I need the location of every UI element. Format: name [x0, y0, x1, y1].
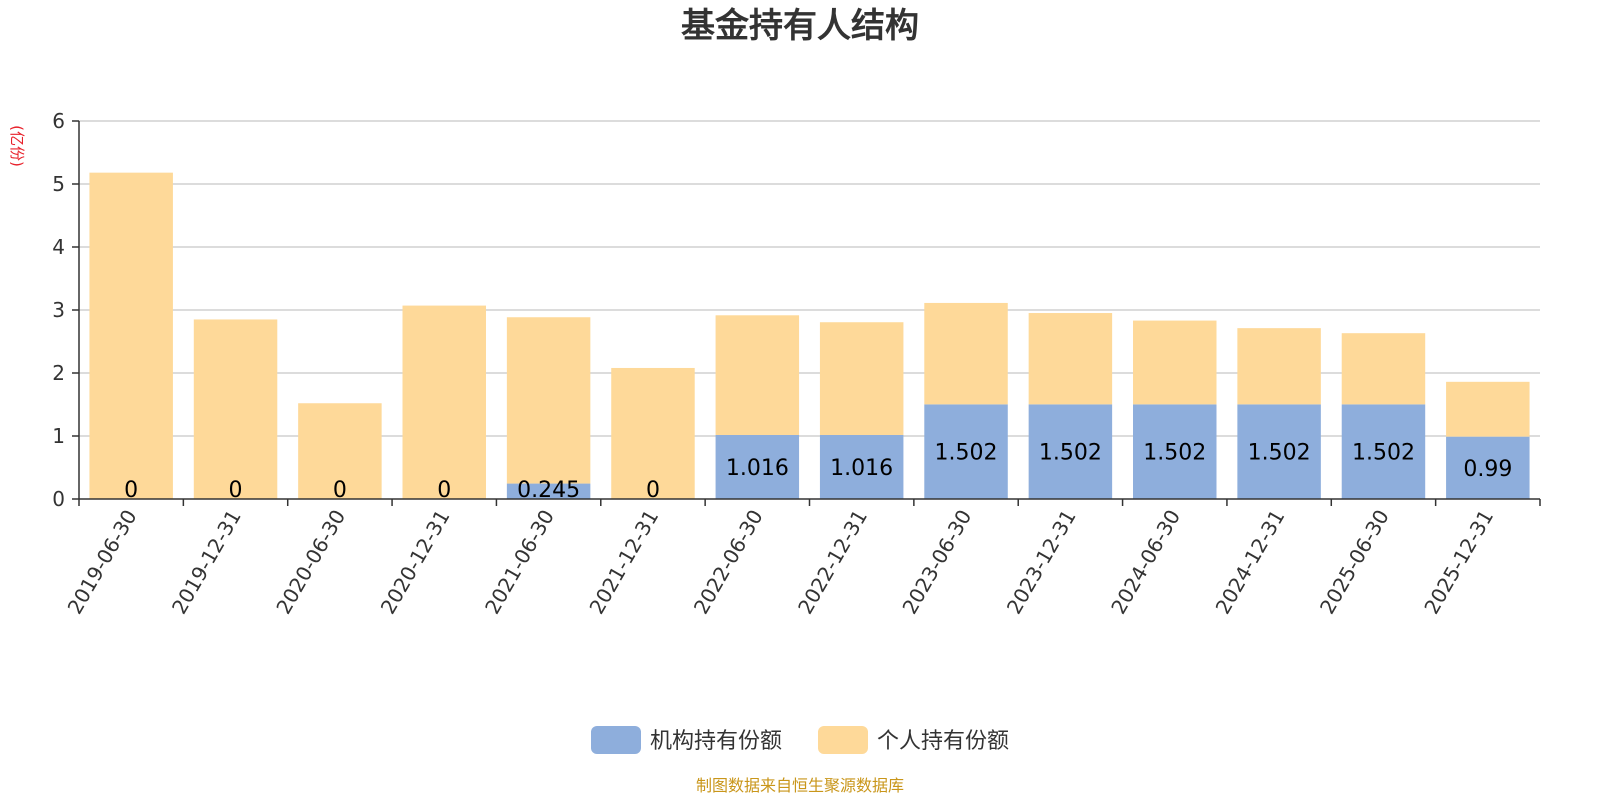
bar-institutional [819, 434, 904, 499]
x-tick-label: 2022-06-30 [689, 506, 768, 619]
bar-institutional [1028, 404, 1113, 499]
legend-swatch-institutional [591, 726, 641, 754]
bar-individual [402, 305, 486, 499]
bar-individual [298, 403, 382, 499]
bar-label-institutional: 0 [437, 478, 451, 503]
bar-institutional [1446, 436, 1530, 499]
bar-institutional [1133, 404, 1217, 499]
x-tick-label: 2023-12-31 [1002, 506, 1081, 619]
bar-label-institutional: 1.502 [1248, 441, 1311, 466]
legend-label-individual: 个人持有份额 [877, 729, 1009, 754]
x-tick-label: 2022-12-31 [793, 506, 872, 619]
bar-individual [1028, 313, 1113, 405]
bar-label-institutional: 0 [646, 478, 660, 503]
chart-title: 基金持有人结构 [681, 6, 919, 46]
bar-institutional [506, 483, 591, 499]
y-tick-label: 0 [52, 487, 65, 511]
bar-label-institutional: 0 [124, 478, 138, 503]
bar-individual [819, 322, 904, 435]
x-tick-label: 2020-12-31 [376, 506, 455, 619]
bar-individual [1133, 320, 1217, 405]
y-tick-label: 5 [52, 172, 65, 196]
bar-label-institutional: 1.502 [1143, 441, 1206, 466]
x-tick-label: 2025-12-31 [1419, 506, 1498, 619]
x-tick-label: 2020-06-30 [271, 506, 350, 619]
x-tick-label: 2019-06-30 [63, 506, 142, 619]
bar-individual [715, 315, 800, 435]
bar-label-institutional: 1.016 [830, 456, 893, 481]
bar-institutional [1341, 404, 1426, 499]
bar-institutional [1237, 404, 1321, 499]
bar-label-institutional: 1.016 [726, 456, 789, 481]
x-tick-label: 2019-12-31 [167, 506, 246, 619]
y-tick-label: 2 [52, 361, 65, 385]
bar-label-institutional: 0.99 [1463, 457, 1512, 482]
y-tick-label: 3 [52, 298, 65, 322]
bar-label-institutional: 0 [229, 478, 243, 503]
bar-label-institutional: 1.502 [935, 441, 998, 466]
bar-label-institutional: 0.245 [517, 478, 580, 503]
bar-labels: 0 0 0 0 0.245 0 1.016 1.016 1.502 1.502 1.502 1.502… [124, 441, 1512, 503]
y-tick-label: 6 [52, 109, 65, 133]
x-tick-label: 2024-12-31 [1211, 506, 1290, 619]
bar-institutional [715, 434, 800, 499]
bar-label-institutional: 1.502 [1039, 441, 1102, 466]
x-tick-label: 2025-06-30 [1315, 506, 1394, 619]
x-tick-label: 2024-06-30 [1106, 506, 1185, 619]
bar-individual [611, 367, 695, 499]
bar-label-institutional: 1.502 [1352, 441, 1415, 466]
x-tick-label: 2021-12-31 [584, 506, 663, 619]
bar-institutional [924, 404, 1008, 499]
bar-individual [1446, 381, 1530, 437]
x-tick-label: 2023-06-30 [897, 506, 976, 619]
bar-individual [89, 172, 173, 499]
y-axis-unit-label: (亿份) [8, 125, 26, 167]
x-tick-label: 2021-06-30 [480, 506, 559, 619]
bar-individual [1237, 328, 1321, 405]
bar-label-institutional: 0 [333, 478, 347, 503]
y-tick-label: 4 [52, 235, 65, 259]
data-source-note: 制图数据来自恒生聚源数据库 [696, 776, 904, 795]
legend-swatch-individual [818, 726, 868, 754]
y-tick-label: 1 [52, 424, 65, 448]
bar-individual [506, 317, 591, 484]
legend-label-institutional: 机构持有份额 [650, 729, 782, 754]
bars [89, 172, 1530, 499]
legend: 机构持有份额 个人持有份额 [591, 726, 1009, 754]
bar-individual [924, 302, 1008, 405]
bar-individual [1341, 333, 1426, 405]
bar-individual [193, 319, 278, 499]
